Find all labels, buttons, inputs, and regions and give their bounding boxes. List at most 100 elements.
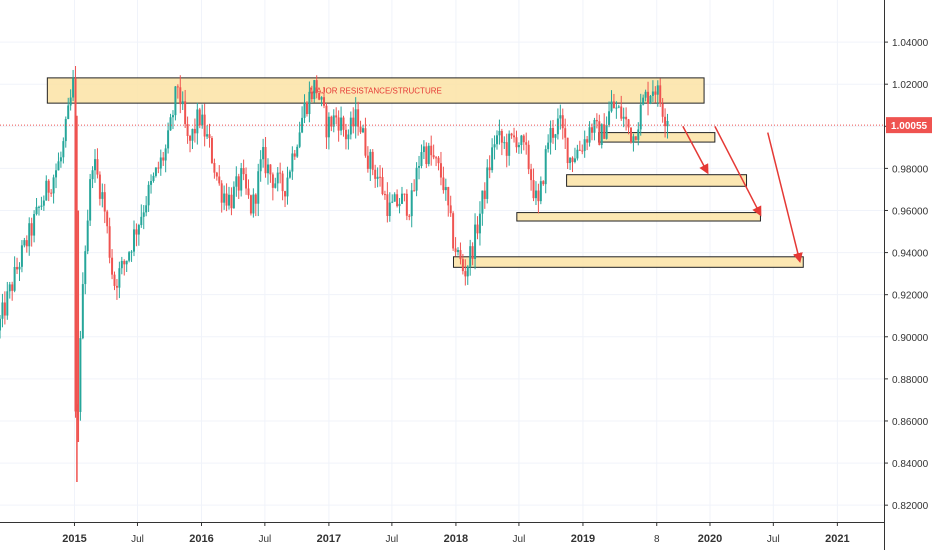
candle-body-57 [137, 225, 140, 235]
candle-body-243 [591, 127, 594, 133]
x-tick-label-0: 2015 [62, 533, 86, 545]
candle-body-162 [393, 194, 396, 202]
y-tick-label-11: 0.82000 [892, 501, 929, 512]
x-tick-label-5: Jul [385, 534, 398, 545]
candle-body-1 [1, 302, 4, 319]
x-tick-label-6: 2018 [444, 533, 468, 545]
candle-body-29 [69, 97, 72, 106]
candle-body-234 [569, 157, 572, 164]
candle-body-125 [303, 102, 306, 118]
candle-body-64 [154, 167, 157, 176]
candle-body-246 [598, 121, 601, 145]
candle-body-271 [659, 85, 662, 104]
candle-body-4 [8, 284, 11, 292]
candle-body-101 [245, 174, 248, 189]
candle-body-129 [313, 80, 316, 100]
candle-body-23 [55, 170, 58, 178]
candle-body-72 [174, 86, 177, 116]
candle-body-36 [86, 220, 89, 252]
candle-body-180 [437, 157, 440, 164]
candle-body-188 [457, 250, 460, 252]
candle-body-112 [271, 174, 274, 188]
x-tick-label-2: 2016 [189, 533, 213, 545]
down-arrow-1 [714, 125, 762, 217]
candle-body-42 [101, 192, 104, 199]
candle-body-130 [315, 80, 318, 94]
candle-body-82 [198, 109, 201, 126]
candle-body-79 [191, 128, 194, 141]
candle-body-87 [210, 137, 213, 163]
candle-body-183 [444, 187, 447, 191]
zone-box-2 [566, 174, 748, 187]
x-tick-label-4: 2017 [317, 533, 341, 545]
candle-body-6 [13, 266, 16, 291]
candle-body-265 [644, 91, 647, 98]
y-tick-label-10: 0.84000 [892, 459, 929, 470]
candle-body-161 [391, 201, 394, 203]
x-tick-label-12: 2021 [825, 533, 849, 545]
candle-body-212 [515, 137, 518, 148]
candle-body-97 [235, 176, 238, 187]
candle-body-138 [335, 115, 338, 118]
last-price-label: 1.00055 [891, 121, 928, 132]
candle-body-73 [176, 86, 179, 88]
candle-body-152 [369, 151, 372, 169]
candle-body-53 [128, 252, 131, 261]
candle-body-44 [106, 211, 109, 227]
candle-body-58 [140, 216, 143, 226]
candle-body-150 [364, 128, 367, 156]
candle-body-225 [547, 142, 550, 150]
candle-body-208 [505, 142, 508, 156]
candle-body-92 [223, 193, 226, 203]
candle-body-66 [159, 157, 162, 169]
y-tick-label-9: 0.86000 [892, 417, 929, 428]
last-price-badge [886, 117, 932, 134]
candle-body-116 [281, 173, 284, 192]
candle-body-39 [94, 159, 97, 171]
candle-body-96 [232, 186, 235, 209]
candle-body-205 [498, 130, 501, 136]
candle-body-241 [586, 139, 589, 143]
x-tick-label-7: Jul [513, 534, 526, 545]
y-tick-label-1: 1.02000 [892, 80, 929, 91]
candle-body-0 [0, 318, 1, 331]
candle-body-19 [45, 180, 48, 201]
candle-body-10 [23, 240, 26, 246]
candle-body-142 [344, 129, 347, 140]
candle-body-65 [157, 167, 160, 169]
candle-body-263 [639, 104, 642, 130]
candle-body-154 [374, 169, 377, 179]
candle-body-3 [6, 291, 9, 316]
candle-body-182 [442, 177, 445, 191]
candle-body-59 [142, 212, 145, 217]
candle-body-12 [28, 223, 31, 247]
candle-body-235 [571, 157, 574, 162]
candle-body-118 [286, 177, 289, 197]
candle-body-15 [35, 206, 38, 215]
candle-body-163 [396, 194, 399, 207]
candle-body-229 [556, 118, 559, 135]
candle-body-94 [228, 194, 231, 206]
candle-body-153 [371, 151, 374, 170]
candle-body-220 [534, 190, 537, 199]
candle-body-166 [403, 193, 406, 195]
candle-body-194 [471, 246, 474, 259]
candle-body-105 [254, 194, 257, 204]
candle-body-249 [605, 125, 608, 139]
candle-body-199 [483, 190, 486, 199]
candle-body-107 [259, 159, 262, 172]
candle-body-76 [184, 101, 187, 125]
candle-body-272 [661, 103, 664, 117]
candle-body-146 [354, 109, 357, 127]
candle-body-206 [500, 130, 503, 143]
candle-body-70 [169, 117, 172, 131]
candle-body-86 [208, 134, 211, 138]
y-tick-label-0: 1.04000 [892, 38, 929, 49]
candle-body-136 [330, 116, 333, 127]
candle-body-176 [427, 145, 430, 165]
candle-body-133 [323, 97, 326, 106]
candle-body-191 [464, 271, 467, 277]
candle-body-8 [18, 266, 21, 270]
x-tick-label-10: 2020 [698, 533, 722, 545]
